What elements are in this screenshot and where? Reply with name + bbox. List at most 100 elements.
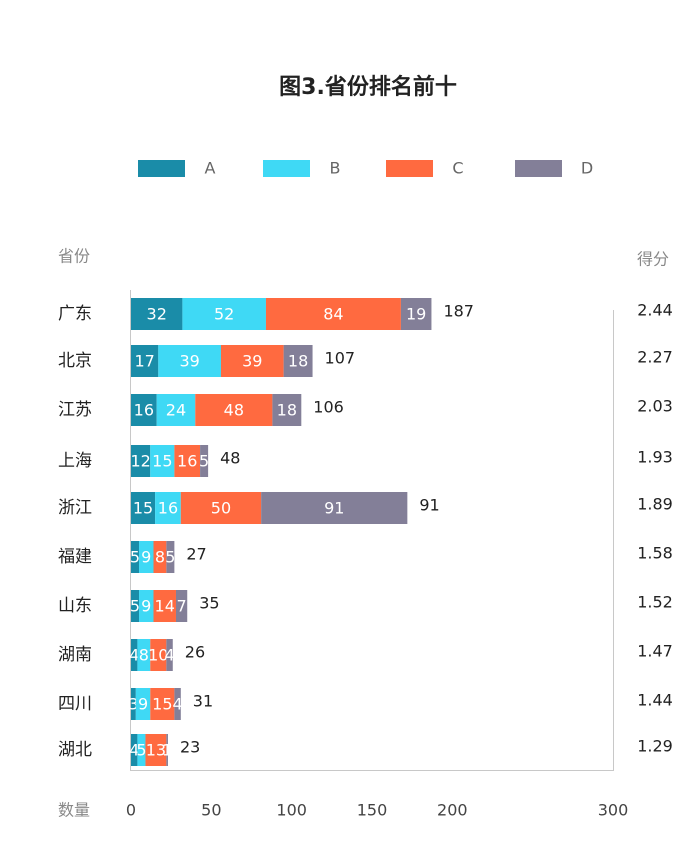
segment-label: 13 [146, 741, 166, 760]
legend-label: D [581, 159, 593, 178]
segment-label: 15 [152, 452, 172, 471]
bar-segment [137, 734, 146, 766]
x-tick-label: 0 [126, 801, 136, 820]
category-axis-title: 省份 [58, 247, 90, 266]
segment-label: 24 [166, 401, 186, 420]
legend-swatch [263, 160, 310, 177]
total-label: 35 [199, 594, 219, 613]
chart-title: 图3.省份排名前十 [279, 74, 457, 100]
segment-label: 52 [214, 305, 234, 324]
segment-label: 5 [130, 548, 140, 567]
score-label: 2.44 [637, 301, 673, 320]
total-label: 106 [313, 398, 344, 417]
score-label: 1.47 [637, 642, 673, 661]
bar-segment [131, 734, 138, 766]
bar-segment [182, 298, 266, 330]
bar-segment [131, 492, 156, 524]
total-label: 31 [193, 692, 213, 711]
segment-label: 39 [179, 352, 199, 371]
bar-segment [220, 345, 284, 377]
bar-segment [166, 639, 173, 671]
score-label: 1.93 [637, 448, 673, 467]
segment-label: 48 [224, 401, 244, 420]
bar-segment [145, 734, 167, 766]
y-tick-label: 山东 [58, 596, 92, 616]
score-label: 1.52 [637, 593, 673, 612]
legend-label: C [452, 159, 463, 178]
segment-label: 39 [242, 352, 262, 371]
segment-label: 4 [129, 646, 139, 665]
segment-label: 18 [288, 352, 308, 371]
bar-segment [180, 492, 262, 524]
total-label: 26 [185, 643, 205, 662]
bar-segment [131, 639, 138, 671]
total-label: 23 [180, 738, 200, 757]
score-label: 1.44 [637, 691, 673, 710]
segment-label: 16 [177, 452, 197, 471]
segment-label: 15 [152, 695, 172, 714]
segment-label: 5 [165, 548, 175, 567]
segment-label: 5 [136, 741, 146, 760]
y-tick-label: 湖南 [58, 645, 92, 665]
segment-label: 4 [164, 646, 174, 665]
bar-segment [153, 541, 167, 573]
segment-label: 8 [155, 548, 165, 567]
x-tick-label: 100 [276, 801, 307, 820]
bar-segment [139, 541, 154, 573]
segment-label: 9 [141, 548, 151, 567]
x-tick-label: 50 [201, 801, 221, 820]
legend-swatch [138, 160, 185, 177]
bar-segment [272, 394, 302, 426]
bar-segment [135, 688, 151, 720]
segment-label: 1 [162, 741, 172, 760]
segment-label: 4 [129, 741, 139, 760]
total-label: 107 [325, 349, 356, 368]
segment-label: 91 [324, 499, 344, 518]
segment-label: 16 [134, 401, 154, 420]
bar-segment [131, 445, 151, 477]
bar-segment [131, 345, 159, 377]
score-label: 2.27 [637, 348, 673, 367]
bar-segment [156, 394, 196, 426]
bar-segment [150, 445, 175, 477]
bar-segment [283, 345, 313, 377]
y-tick-label: 广东 [58, 304, 92, 324]
segment-label: 4 [172, 695, 182, 714]
segment-label: 84 [323, 305, 343, 324]
bar-segment [166, 734, 168, 766]
score-column-title: 得分 [637, 250, 669, 269]
segment-label: 16 [158, 499, 178, 518]
bar-segment [150, 639, 167, 671]
bar-segment [175, 590, 188, 622]
total-label: 91 [419, 496, 439, 515]
x-tick-label: 200 [437, 801, 468, 820]
bar-segment [195, 394, 273, 426]
bar-segment [261, 492, 408, 524]
x-tick-label: 300 [598, 801, 629, 820]
bar-segment [200, 445, 209, 477]
segment-label: 9 [138, 695, 148, 714]
segment-label: 32 [147, 305, 167, 324]
total-label: 27 [186, 545, 206, 564]
legend-swatch [386, 160, 433, 177]
score-label: 1.29 [637, 737, 673, 756]
segment-label: 17 [134, 352, 154, 371]
y-tick-label: 江苏 [58, 400, 92, 420]
segment-label: 8 [139, 646, 149, 665]
x-axis-title: 数量 [58, 801, 90, 820]
bar-segment [166, 541, 175, 573]
bar-segment [139, 590, 154, 622]
segment-label: 5 [130, 597, 140, 616]
segment-label: 19 [406, 305, 426, 324]
segment-label: 50 [211, 499, 231, 518]
segment-label: 12 [130, 452, 150, 471]
y-tick-label: 浙江 [58, 498, 92, 518]
total-label: 187 [443, 302, 474, 321]
total-label: 48 [220, 449, 240, 468]
segment-label: 9 [141, 597, 151, 616]
bar-segment [150, 688, 175, 720]
bar-segment [155, 492, 181, 524]
bar-segment [174, 688, 181, 720]
bar-segment [131, 298, 183, 330]
